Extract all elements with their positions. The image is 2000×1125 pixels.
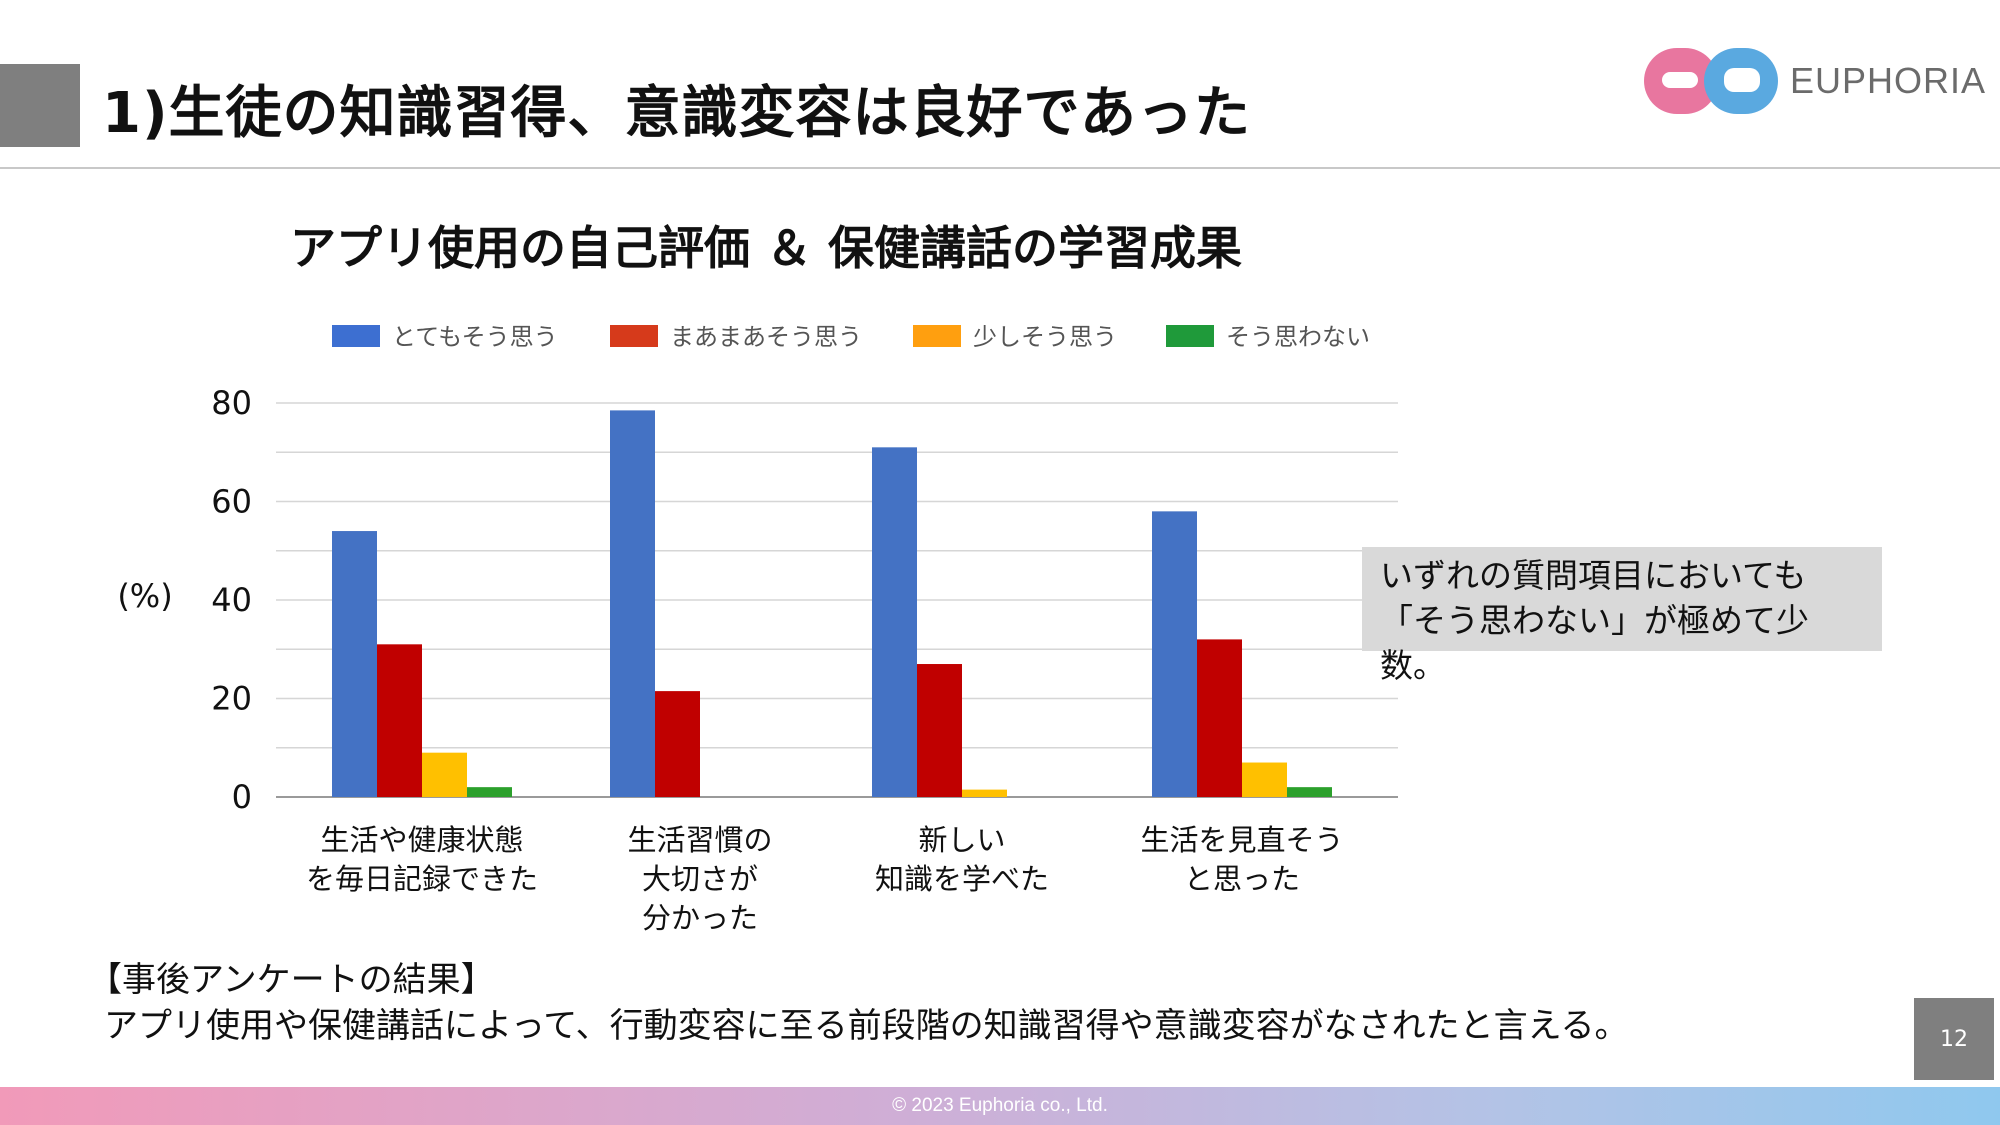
bar — [1197, 639, 1242, 797]
legend-label: そう思わない — [1226, 323, 1370, 351]
y-tick-label: 60 — [211, 483, 252, 521]
legend-swatch — [913, 325, 961, 347]
y-axis-unit: (%) — [117, 577, 172, 615]
y-tick-label: 0 — [232, 778, 252, 816]
y-tick-label: 80 — [211, 384, 252, 422]
bar — [422, 752, 467, 797]
legend-swatch — [1166, 325, 1214, 347]
note-line-2: 「そう思わない」が極めて少数。 — [1380, 601, 1809, 685]
bar — [610, 410, 655, 797]
footer-copyright: © 2023 Euphoria co., Ltd. — [0, 1087, 2000, 1125]
bar — [917, 664, 962, 797]
bar — [655, 691, 700, 797]
bar — [1287, 787, 1332, 797]
bar — [1242, 762, 1287, 797]
bar — [962, 789, 1007, 797]
x-tick-label: 生活習慣の — [627, 823, 772, 857]
page-number: 12 — [1914, 998, 1994, 1080]
legend-label: 少しそう思う — [973, 323, 1117, 351]
x-tick-label: 生活や健康状態 — [320, 823, 523, 857]
logo-text: EUPHORIA — [1790, 60, 1987, 101]
bar — [872, 447, 917, 797]
chart-title: アプリ使用の自己評価 ＆ 保健講話の学習成果 — [290, 221, 1243, 275]
legend-label: まあまあそう思う — [670, 323, 862, 351]
y-tick-label: 20 — [211, 680, 252, 718]
x-tick-label: と思った — [1184, 862, 1300, 896]
bar — [467, 787, 512, 797]
bar — [1152, 511, 1197, 797]
note-line-1: いずれの質問項目においても — [1380, 556, 1807, 595]
x-tick-label: 知識を学べた — [875, 862, 1049, 896]
header-divider — [0, 167, 2000, 169]
x-tick-label: を毎日記録できた — [306, 862, 538, 896]
x-tick-label: 新しい — [918, 823, 1005, 857]
legend-swatch — [610, 325, 658, 347]
y-tick-label: 40 — [211, 581, 252, 619]
x-tick-label: 大切さが — [642, 862, 758, 896]
bar — [377, 644, 422, 797]
header-accent-square — [0, 64, 80, 147]
survey-body: アプリ使用や保健講話によって、行動変容に至る前段階の知識習得や意識変容がなされた… — [104, 1006, 1629, 1046]
x-tick-label: 分かった — [642, 901, 758, 935]
slide-title: 1)生徒の知識習得、意識変容は良好であった — [102, 81, 1251, 146]
euphoria-logo — [1644, 48, 1778, 114]
legend-swatch — [332, 325, 380, 347]
note-box: いずれの質問項目においても 「そう思わない」が極めて少数。 — [1362, 547, 1882, 685]
legend-label: とてもそう思う — [392, 323, 558, 351]
survey-heading: 【事後アンケートの結果】 — [88, 960, 495, 1000]
x-tick-label: 生活を見直そう — [1140, 823, 1343, 857]
bar — [332, 531, 377, 797]
